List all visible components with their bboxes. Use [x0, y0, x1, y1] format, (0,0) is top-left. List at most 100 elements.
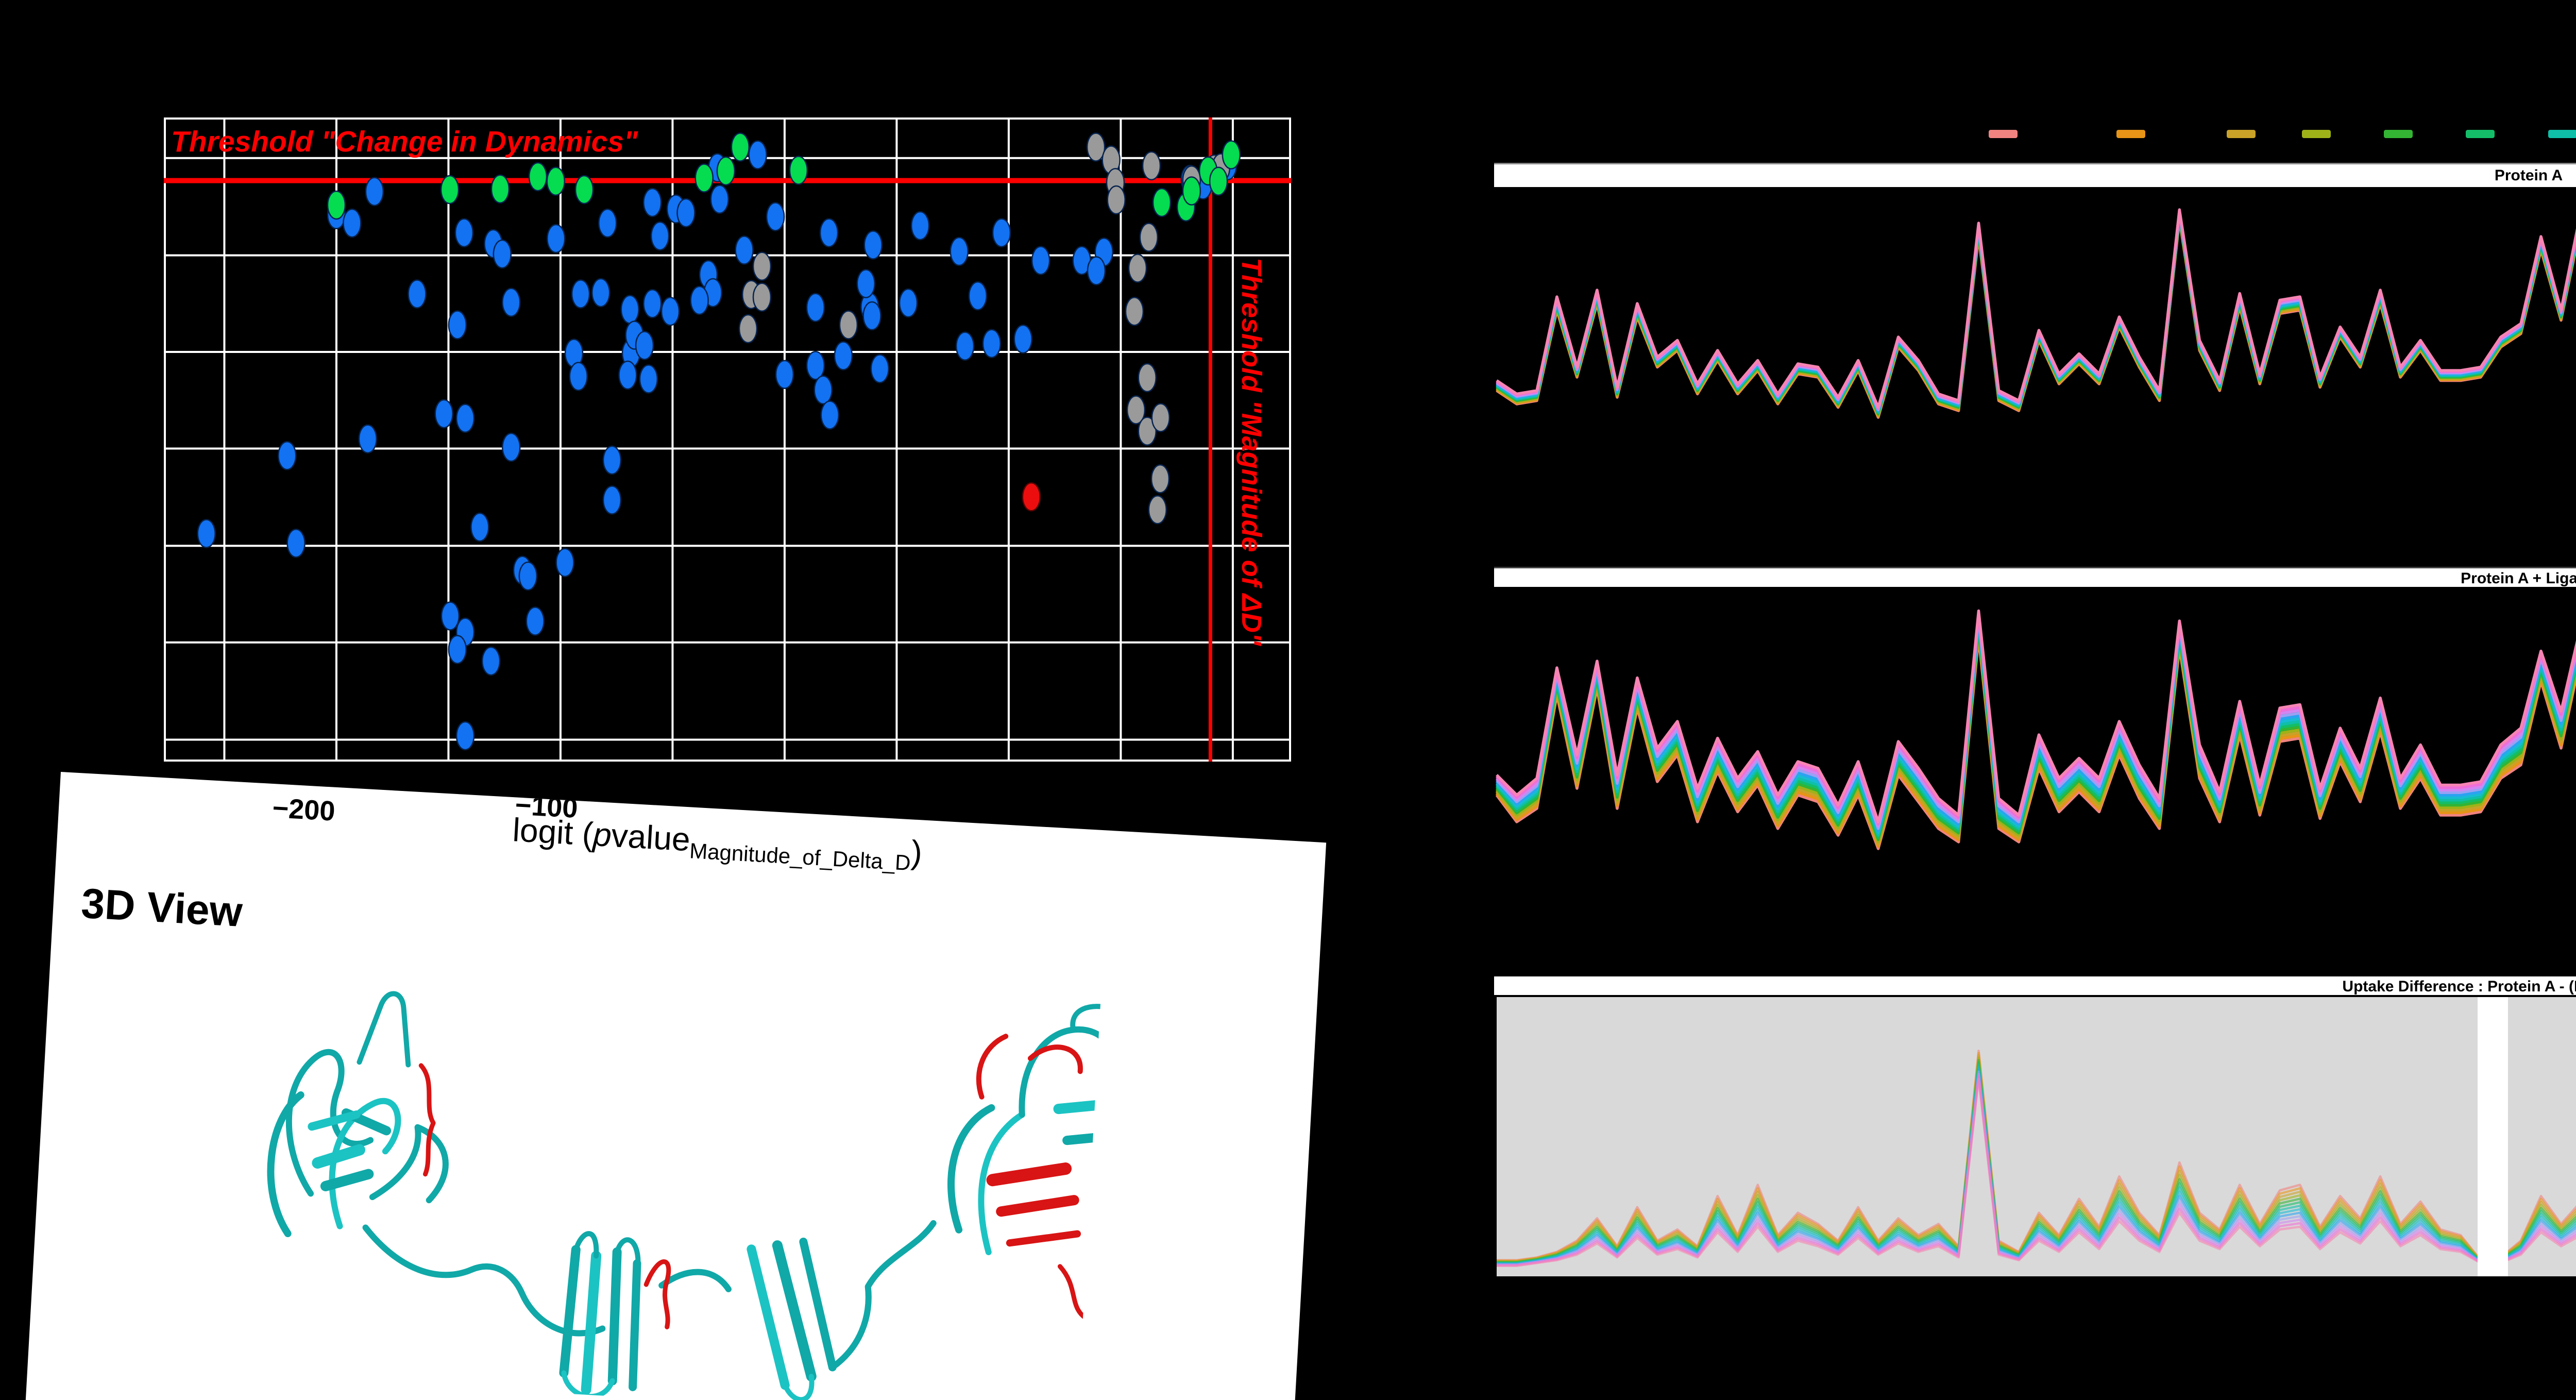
- scatter-point-green[interactable]: [694, 163, 714, 193]
- scatter-point-blue[interactable]: [819, 218, 839, 247]
- scatter-point-green[interactable]: [327, 190, 346, 220]
- uptake-line-exposure-3[interactable]: [1496, 216, 2576, 417]
- scatter-point-blue[interactable]: [440, 601, 460, 631]
- scatter-point-blue[interactable]: [618, 360, 637, 390]
- scatter-point-blue[interactable]: [806, 351, 825, 380]
- scatter-point-blue[interactable]: [591, 278, 611, 308]
- scatter-point-blue[interactable]: [470, 512, 489, 542]
- legend-swatch-exposure-7[interactable]: [2548, 130, 2576, 138]
- scatter-point-green[interactable]: [528, 162, 548, 192]
- scatter-point-blue[interactable]: [1031, 246, 1050, 275]
- scatter-point-blue[interactable]: [197, 519, 216, 548]
- scatter-point-blue[interactable]: [358, 424, 378, 453]
- uptake-line-exposure-11[interactable]: [1496, 210, 2576, 411]
- scatter-point-gray[interactable]: [1086, 132, 1106, 162]
- scatter-point-blue[interactable]: [748, 140, 767, 170]
- scatter-point-blue[interactable]: [676, 198, 696, 228]
- scatter-point-gray[interactable]: [1125, 297, 1144, 326]
- scatter-point-blue[interactable]: [950, 237, 969, 266]
- legend-swatch-exposure-2[interactable]: [2116, 130, 2145, 138]
- scatter-point-gray[interactable]: [839, 310, 858, 340]
- uptake-line-exposure-2[interactable]: [1496, 217, 2576, 418]
- panel-3d-view[interactable]: −200 −100 logit (pvalueMagnitude_of_Delt…: [20, 772, 1327, 1400]
- scatter-point-blue[interactable]: [286, 529, 306, 558]
- scatter-point-blue[interactable]: [820, 400, 840, 430]
- scatter-point-blue[interactable]: [863, 230, 883, 260]
- scatter-point-blue[interactable]: [454, 218, 474, 247]
- uptake-line-exposure-7[interactable]: [1496, 213, 2576, 414]
- scatter-point-blue[interactable]: [856, 269, 876, 298]
- uptake-line-exposure-4[interactable]: [1496, 215, 2576, 416]
- scatter-point-green[interactable]: [1182, 176, 1201, 206]
- scatter-point-green[interactable]: [1209, 166, 1228, 196]
- scatter-point-gray[interactable]: [738, 314, 758, 344]
- scatter-point-gray[interactable]: [752, 251, 772, 281]
- scatter-point-blue[interactable]: [571, 279, 590, 309]
- scatter-point-blue[interactable]: [448, 310, 467, 340]
- uptake-line-exposure-13[interactable]: [1496, 609, 2576, 836]
- legend-swatch-exposure-4[interactable]: [2302, 130, 2331, 138]
- legend-swatch-exposure-5[interactable]: [2384, 130, 2413, 138]
- scatter-point-blue[interactable]: [343, 208, 362, 238]
- scatter-point-blue[interactable]: [910, 211, 930, 241]
- uptake-line-exposure-9[interactable]: [1496, 211, 2576, 412]
- scatter-point-blue[interactable]: [806, 293, 825, 322]
- protein-a-ligand-chart[interactable]: [1494, 586, 2576, 975]
- scatter-point-blue[interactable]: [1013, 324, 1033, 354]
- scatter-point-blue[interactable]: [834, 341, 853, 370]
- scatter-point-blue[interactable]: [1087, 256, 1106, 285]
- uptake-difference-chart[interactable]: [1494, 997, 2576, 1276]
- uptake-line-exposure-5[interactable]: [1495, 627, 2576, 849]
- scatter-point-blue[interactable]: [643, 289, 662, 318]
- scatter-point-green[interactable]: [789, 156, 808, 185]
- scatter-point-blue[interactable]: [555, 548, 574, 577]
- uptake-line-exposure-12[interactable]: [1496, 612, 2576, 837]
- scatter-point-blue[interactable]: [992, 218, 1011, 247]
- volcano-plot[interactable]: Threshold "Change in Dynamics" Threshold…: [164, 117, 1291, 762]
- uptake-line-exposure-1[interactable]: [1496, 218, 2576, 419]
- scatter-point-blue[interactable]: [735, 235, 754, 265]
- scatter-point-gray[interactable]: [1151, 403, 1171, 432]
- legend-swatch-exposure-3[interactable]: [2227, 130, 2256, 138]
- scatter-point-blue[interactable]: [602, 485, 622, 515]
- scatter-point-blue[interactable]: [501, 288, 521, 317]
- scatter-point-gray[interactable]: [752, 282, 772, 312]
- scatter-point-blue[interactable]: [455, 721, 475, 751]
- scatter-point-blue[interactable]: [862, 301, 882, 331]
- scatter-point-blue[interactable]: [620, 295, 640, 324]
- scatter-point-gray[interactable]: [1126, 395, 1146, 425]
- scatter-point-blue[interactable]: [365, 177, 384, 206]
- uptake-line-exposure-5[interactable]: [1496, 215, 2576, 416]
- uptake-line-exposure-13[interactable]: [1497, 1077, 2576, 1267]
- scatter-point-blue[interactable]: [650, 221, 670, 251]
- scatter-point-gray[interactable]: [1150, 464, 1170, 494]
- scatter-point-gray[interactable]: [1138, 363, 1157, 393]
- uptake-line-exposure-8[interactable]: [1495, 620, 2576, 844]
- volcano-plot-svg[interactable]: [164, 117, 1291, 762]
- scatter-point-blue[interactable]: [660, 297, 680, 326]
- uptake-line-exposure-10[interactable]: [1495, 616, 2576, 840]
- scatter-point-blue[interactable]: [982, 329, 1002, 358]
- scatter-point-blue[interactable]: [526, 606, 545, 636]
- scatter-point-green[interactable]: [1222, 140, 1241, 170]
- scatter-point-green[interactable]: [716, 156, 736, 185]
- scatter-point-blue[interactable]: [277, 441, 297, 470]
- uptake-line-exposure-13[interactable]: [1496, 208, 2576, 409]
- scatter-point-gray[interactable]: [1139, 223, 1159, 252]
- scatter-point-blue[interactable]: [635, 331, 654, 360]
- scatter-point-blue[interactable]: [434, 399, 453, 429]
- scatter-point-blue[interactable]: [493, 239, 512, 269]
- scatter-point-blue[interactable]: [639, 364, 658, 394]
- uptake-line-exposure-11[interactable]: [1496, 614, 2576, 838]
- uptake-line-exposure-7[interactable]: [1495, 622, 2576, 846]
- scatter-point-gray[interactable]: [1107, 185, 1126, 215]
- scatter-point-gray[interactable]: [1148, 495, 1167, 525]
- scatter-point-blue[interactable]: [448, 635, 467, 664]
- scatter-point-blue[interactable]: [814, 375, 833, 404]
- scatter-point-green[interactable]: [440, 175, 460, 205]
- uptake-line-exposure-12[interactable]: [1496, 209, 2576, 410]
- uptake-line-exposure-9[interactable]: [1495, 618, 2576, 842]
- scatter-point-blue[interactable]: [899, 288, 918, 318]
- scatter-point-blue[interactable]: [569, 362, 588, 391]
- scatter-point-blue[interactable]: [710, 184, 730, 214]
